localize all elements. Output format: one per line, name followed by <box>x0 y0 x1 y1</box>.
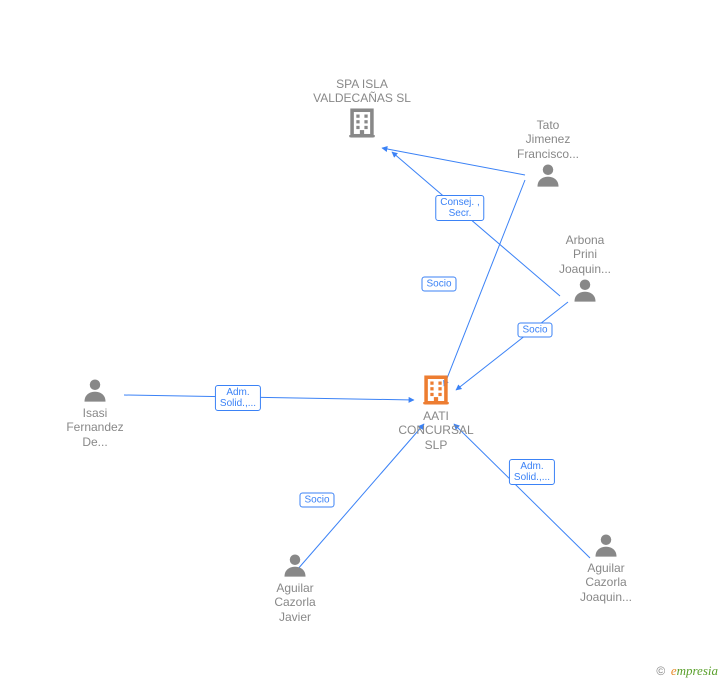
node-arbona[interactable]: Arbona Prini Joaquin... <box>535 231 635 304</box>
person-icon <box>556 531 656 559</box>
node-label-tato: Tato Jimenez Francisco... <box>493 118 603 161</box>
node-tato[interactable]: Tato Jimenez Francisco... <box>493 116 603 189</box>
edge-label-tato-spa: Consej. , Secr. <box>435 195 484 221</box>
edge-label-javier-aati: Socio <box>299 493 334 508</box>
node-isasi[interactable]: Isasi Fernandez De... <box>40 376 150 449</box>
node-label-aati: AATI CONCURSAL SLP <box>376 409 496 452</box>
edge-label-tato-aati: Socio <box>421 277 456 292</box>
person-icon <box>493 161 603 189</box>
node-label-arbona: Arbona Prini Joaquin... <box>535 233 635 276</box>
building-icon <box>376 373 496 407</box>
node-label-spa: SPA ISLA VALDECAÑAS SL <box>302 77 422 106</box>
node-joaquin[interactable]: Aguilar Cazorla Joaquin... <box>556 531 656 604</box>
building-icon <box>302 106 422 140</box>
node-label-joaquin: Aguilar Cazorla Joaquin... <box>556 561 656 604</box>
node-label-javier: Aguilar Cazorla Javier <box>245 581 345 624</box>
node-javier[interactable]: Aguilar Cazorla Javier <box>245 551 345 624</box>
person-icon <box>245 551 345 579</box>
edge-label-joaquin-aati: Adm. Solid.,... <box>509 459 555 485</box>
edge-label-isasi-aati: Adm. Solid.,... <box>215 385 261 411</box>
person-icon <box>40 376 150 404</box>
brand-rest: mpresia <box>677 663 718 678</box>
node-spa[interactable]: SPA ISLA VALDECAÑAS SL <box>302 75 422 140</box>
node-aati[interactable]: AATI CONCURSAL SLP <box>376 373 496 452</box>
network-canvas: Consej. , Secr. Socio Socio Adm. Solid.,...… <box>0 0 728 685</box>
copyright-symbol: © <box>656 664 665 678</box>
watermark: © empresia <box>656 663 718 679</box>
edge-label-arbona-aati: Socio <box>517 323 552 338</box>
person-icon <box>535 276 635 304</box>
node-label-isasi: Isasi Fernandez De... <box>40 406 150 449</box>
edge-isasi-aati <box>124 395 414 400</box>
